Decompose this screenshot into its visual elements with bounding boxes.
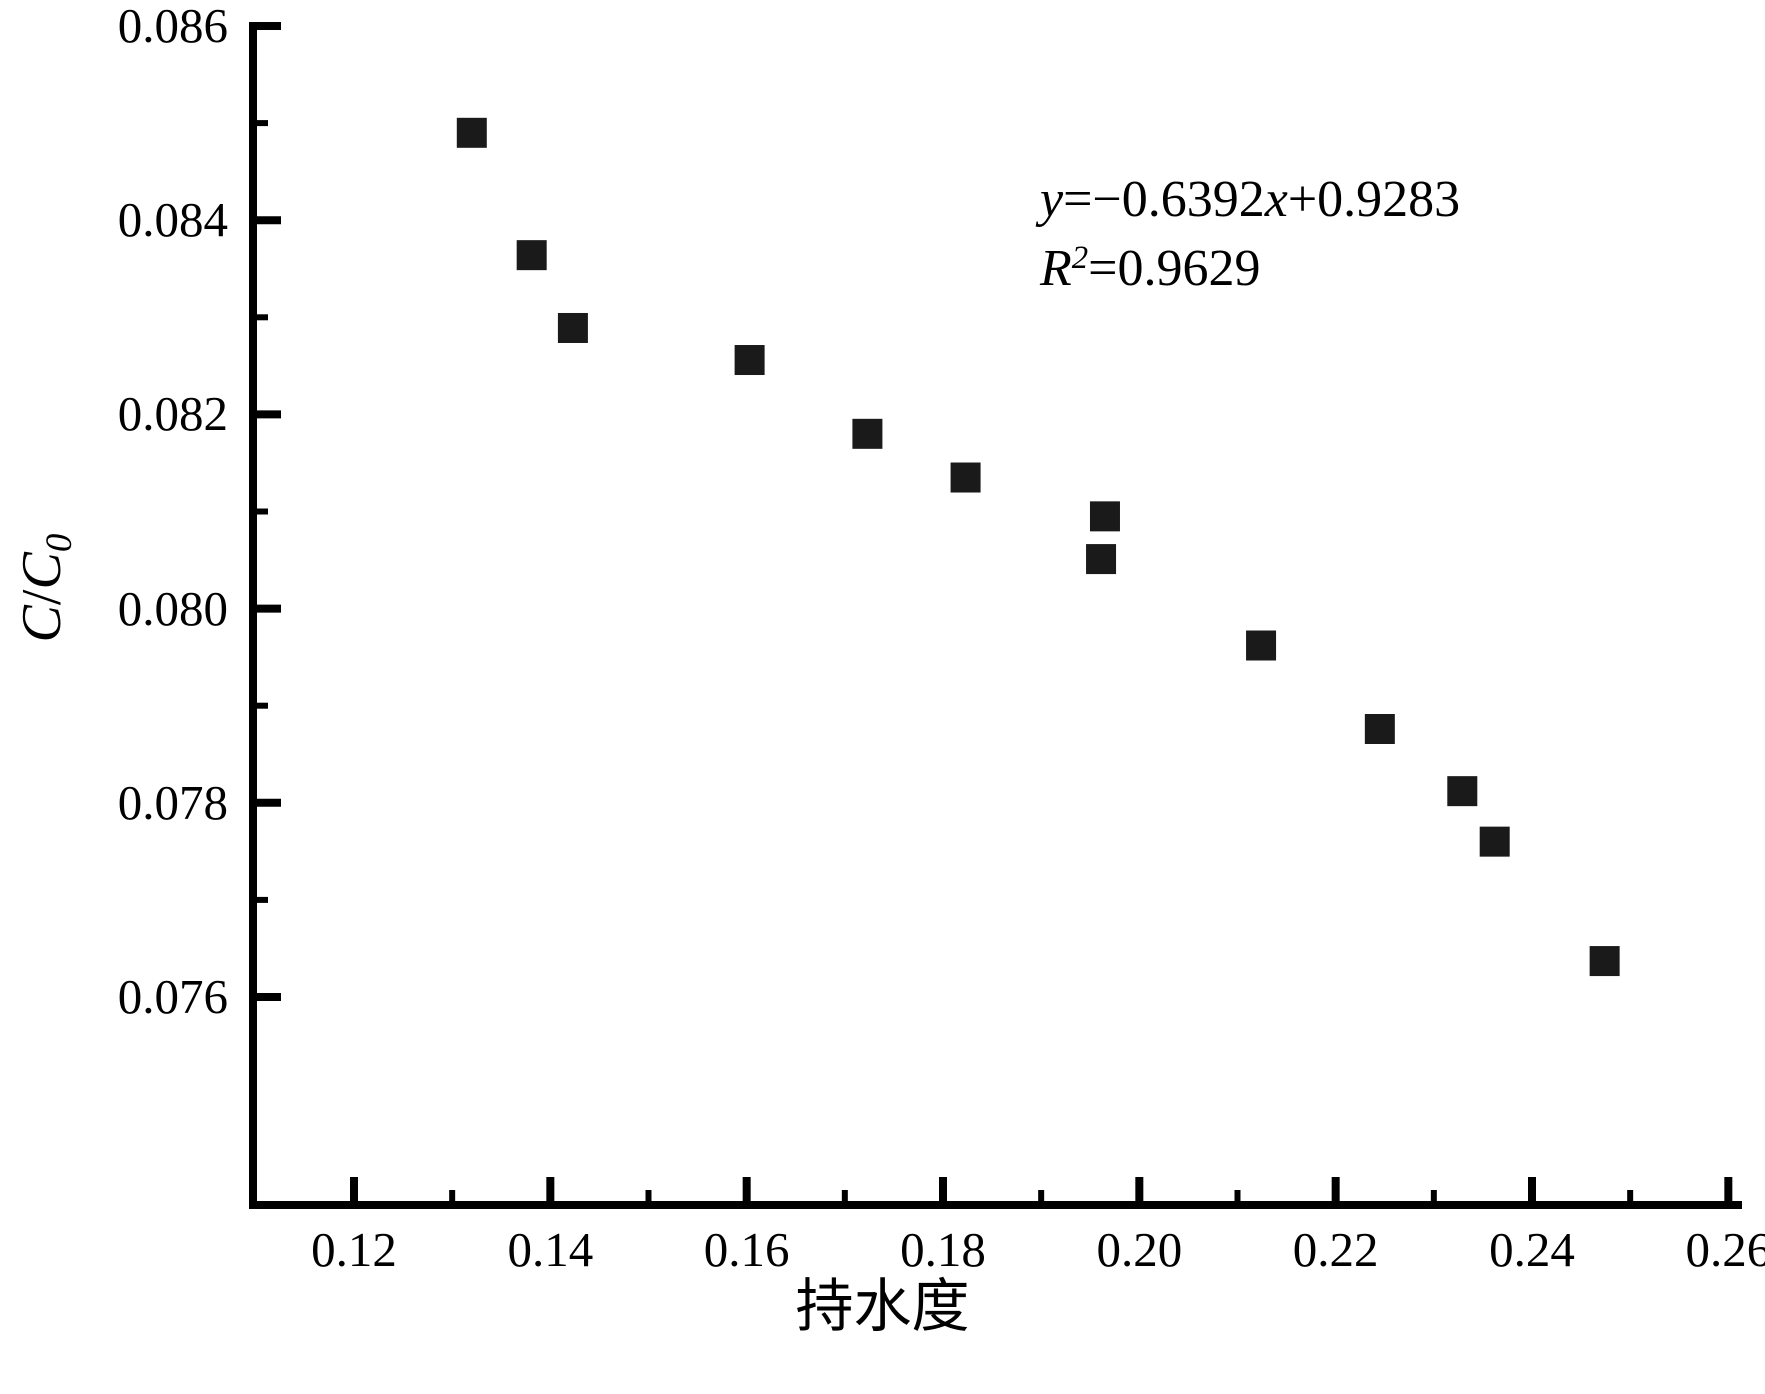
data-point-marker — [1589, 946, 1620, 977]
y-axis-title: C/C0 — [10, 508, 81, 668]
data-point-marker — [1479, 826, 1510, 857]
regression-annotation: y=−0.6392x+0.9283 R2=0.9629 — [1040, 166, 1460, 303]
x-tick-label: 0.22 — [1292, 1222, 1379, 1277]
x-tick-label: 0.26 — [1685, 1222, 1765, 1277]
r-squared-value: =0.9629 — [1088, 239, 1261, 297]
x-tick-label: 0.12 — [311, 1222, 397, 1277]
y-tick-label: 0.078 — [117, 774, 228, 830]
data-point-marker — [456, 117, 487, 148]
y-tick-label: 0.082 — [117, 386, 228, 442]
equation-slope-part: =−0.6392 — [1063, 171, 1265, 228]
equation-intercept-part: +0.9283 — [1287, 171, 1461, 228]
r-exponent: 2 — [1071, 239, 1089, 276]
data-point-marker — [852, 418, 883, 449]
y-tick-label: 0.076 — [117, 969, 228, 1024]
x-tick-label: 0.18 — [900, 1222, 986, 1277]
x-axis-ticks — [350, 1177, 1733, 1205]
regression-equation-line: y=−0.6392x+0.9283 — [1040, 166, 1460, 235]
data-point-marker — [950, 462, 981, 493]
x-tick-label: 0.16 — [703, 1222, 790, 1277]
y-axis-title-slash: / — [10, 589, 73, 606]
data-point-marker — [1086, 544, 1117, 575]
y-tick-label: 0.084 — [117, 192, 228, 248]
data-point-marker — [1089, 501, 1120, 532]
data-point-marker — [1447, 776, 1478, 807]
data-point-marker — [557, 312, 588, 343]
y-axis-title-numerator: C — [10, 605, 73, 643]
data-point-marker — [1246, 630, 1277, 661]
data-point-marker — [516, 240, 547, 271]
y-axis-title-subscript: 0 — [39, 533, 81, 553]
equation-y-symbol: y — [1040, 171, 1064, 228]
data-point-marker — [734, 345, 765, 376]
y-axis-title-denominator: C — [10, 552, 73, 590]
axes-group — [249, 22, 1742, 1209]
x-axis-title: 持水度 — [795, 1274, 970, 1339]
equation-x-symbol: x — [1264, 171, 1288, 228]
x-tick-label: 0.20 — [1096, 1222, 1183, 1277]
y-tick-label: 0.080 — [117, 580, 228, 636]
y-tick-label: 0.086 — [117, 0, 228, 53]
r-symbol: R — [1040, 239, 1072, 297]
y-axis-ticks — [253, 22, 281, 1001]
x-tick-label: 0.14 — [507, 1222, 594, 1277]
r-squared-line: R2=0.9629 — [1040, 235, 1460, 304]
x-tick-label: 0.24 — [1489, 1222, 1575, 1277]
data-markers — [456, 117, 1620, 977]
data-point-marker — [1364, 714, 1395, 745]
